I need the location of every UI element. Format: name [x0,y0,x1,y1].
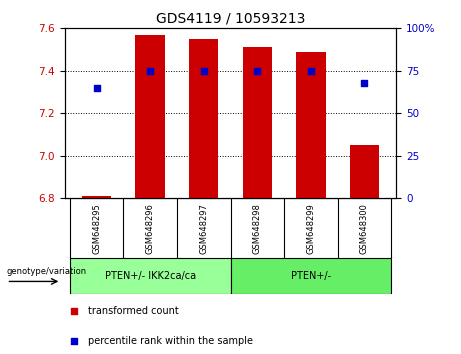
Text: GSM648297: GSM648297 [199,203,208,254]
Text: PTEN+/- IKK2ca/ca: PTEN+/- IKK2ca/ca [105,271,196,281]
Text: genotype/variation: genotype/variation [6,267,87,276]
Text: transformed count: transformed count [88,306,178,316]
Bar [349,145,379,198]
Text: PTEN+/-: PTEN+/- [291,271,331,281]
Text: GSM648296: GSM648296 [146,203,155,254]
Point [147,68,154,74]
Point [254,68,261,74]
Bar [82,196,112,198]
Bar [189,39,219,198]
Point [307,68,314,74]
Bar [242,47,272,198]
Bar [230,258,391,294]
Text: percentile rank within the sample: percentile rank within the sample [88,336,253,346]
Point [71,308,78,314]
Point [71,338,78,344]
Bar [70,258,230,294]
Point [93,85,100,91]
Text: GSM648299: GSM648299 [306,203,315,254]
Bar [136,35,165,198]
Bar [296,52,325,198]
Title: GDS4119 / 10593213: GDS4119 / 10593213 [156,12,305,26]
Point [200,68,207,74]
Text: GSM648300: GSM648300 [360,203,369,254]
Text: GSM648295: GSM648295 [92,203,101,254]
Point [361,80,368,86]
Text: GSM648298: GSM648298 [253,203,262,254]
